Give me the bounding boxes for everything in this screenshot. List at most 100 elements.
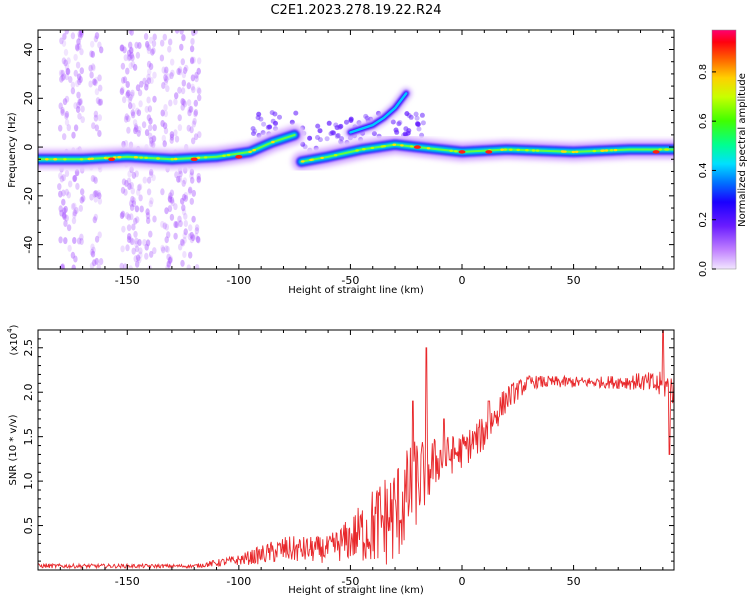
heatmap-speckle: [138, 194, 143, 202]
heatmap-speckle: [189, 197, 194, 205]
heatmap-speckle: [129, 204, 135, 211]
heatmap-speckle: [164, 245, 169, 253]
heatmap-speckle: [146, 114, 152, 122]
heatmap-speckle: [126, 89, 131, 97]
heatmap-speckle: [174, 135, 180, 143]
heatmap-speckle: [176, 68, 181, 75]
heatmap-speckle: [125, 81, 130, 88]
heatmap-speckle: [135, 216, 140, 224]
heatmap-speckle: [64, 170, 70, 177]
heatmap-speckle: [127, 183, 132, 190]
heatmap-speckle: [133, 217, 138, 225]
heatmap-speckle: [79, 67, 85, 75]
heatmap-speckle: [126, 54, 132, 62]
heatmap-speckle: [134, 240, 139, 248]
heatmap-speckle: [277, 114, 282, 120]
heatmap-speckle: [90, 50, 96, 58]
heatmap-speckle: [189, 231, 194, 239]
heatmap-speckle: [78, 76, 83, 83]
heatmap-speckle: [137, 239, 142, 246]
heatmap-speckle: [70, 251, 76, 259]
heatmap-speckle: [121, 225, 126, 233]
heatmap-speckle: [315, 135, 320, 140]
heatmap-speckle: [75, 169, 80, 177]
heatmap-speckle: [73, 69, 79, 77]
heatmap-speckle: [174, 92, 179, 100]
heatmap-speckle: [191, 86, 196, 94]
heatmap-speckle: [197, 57, 202, 65]
heatmap-hotspot: [196, 156, 201, 159]
heatmap-speckle: [72, 175, 77, 183]
heatmap-speckle: [147, 105, 153, 113]
heatmap-speckle: [64, 110, 70, 118]
colorbar: 0.0 0.2 0.4 0.6 0.8 Normalized spectral ampl…: [698, 29, 748, 277]
heatmap-speckle: [193, 109, 199, 116]
heatmap-speckle: [190, 234, 196, 242]
heatmap-speckle: [94, 257, 99, 265]
heatmap-speckle: [146, 188, 152, 196]
heatmap-speckle: [58, 102, 63, 110]
heatmap-speckle: [169, 189, 175, 197]
heatmap-speckle: [92, 216, 98, 224]
heatmap-speckle: [128, 199, 134, 207]
snr-frame: [37, 329, 675, 571]
heatmap-speckle: [331, 130, 337, 136]
heatmap-speckle: [61, 189, 66, 197]
heatmap-speckle: [187, 188, 192, 196]
heatmap-speckle: [119, 88, 125, 95]
heatmap-speckle: [125, 244, 130, 252]
heatmap-speckle: [145, 239, 151, 247]
heatmap-speckle: [91, 246, 96, 254]
heatmap-speckle: [152, 33, 157, 41]
heatmap-hotspot: [449, 149, 454, 152]
heatmap-hotspot: [531, 149, 536, 152]
heatmap-hotspot: [409, 145, 414, 148]
heatmap-speckle: [128, 41, 133, 49]
heatmap-speckle: [181, 208, 187, 216]
heatmap-frame: [37, 29, 675, 270]
heatmap-speckle: [136, 109, 142, 117]
heatmap-speckle: [169, 136, 174, 144]
heatmap-speckle: [180, 87, 186, 95]
heatmap-speckle: [174, 30, 180, 34]
heatmap-speckle: [168, 192, 173, 200]
heatmap-speckle: [188, 186, 193, 194]
heatmap-speckle: [123, 54, 128, 62]
heatmap-speckle: [129, 51, 134, 59]
heatmap-speckle: [88, 80, 93, 88]
heatmap-speckle: [149, 197, 154, 205]
heatmap-speckle: [180, 98, 185, 105]
heatmap-speckle: [128, 102, 133, 110]
heatmap-speckle: [144, 252, 149, 260]
heatmap-speckle: [179, 238, 185, 246]
heatmap-speckle: [70, 87, 76, 95]
heatmap-speckle: [134, 41, 139, 49]
heatmap-speckle: [163, 74, 168, 82]
heatmap-speckle: [61, 57, 67, 65]
heatmap-speckle: [190, 38, 195, 45]
heatmap-speckle: [190, 176, 195, 184]
heatmap-speckle: [98, 258, 104, 265]
heatmap-speckle: [144, 129, 150, 137]
heatmap-speckle: [124, 179, 129, 187]
heatmap-peak: [235, 155, 243, 159]
snr-xtick-label: -100: [226, 575, 251, 588]
heatmap-speckle: [166, 261, 172, 269]
heatmap-speckle: [75, 44, 80, 52]
heatmap-hotspot: [355, 149, 359, 152]
heatmap-speckle: [97, 41, 102, 49]
heatmap-speckle: [131, 200, 137, 208]
heatmap-speckle: [307, 135, 313, 141]
heatmap-speckle: [129, 91, 135, 99]
heatmap-speckle: [61, 39, 67, 47]
heatmap-speckle: [60, 263, 65, 269]
heatmap-speckle: [129, 30, 134, 36]
heatmap-speckle: [121, 76, 126, 84]
heatmap-speckle: [186, 99, 192, 107]
heatmap-speckle: [90, 175, 96, 182]
heatmap-speckle: [196, 236, 201, 244]
heatmap-speckle: [93, 190, 98, 197]
heatmap-speckle: [66, 191, 72, 199]
heatmap-speckle: [178, 243, 183, 251]
heatmap-speckle: [162, 222, 167, 230]
